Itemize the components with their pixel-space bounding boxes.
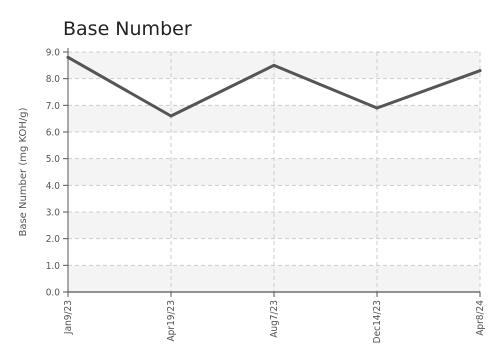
y-tick-label: 0.0 bbox=[46, 288, 61, 299]
y-tick-label: 8.0 bbox=[46, 74, 61, 85]
y-tick-label: 2.0 bbox=[46, 234, 61, 245]
x-tick-label: Aug7/23 bbox=[269, 300, 280, 338]
x-tick-label: Apr19/23 bbox=[166, 300, 177, 341]
chart-title: Base Number bbox=[63, 18, 192, 40]
y-tick-label: 6.0 bbox=[46, 128, 61, 139]
x-tick-label: Apr8/24 bbox=[475, 300, 486, 336]
data-point bbox=[66, 55, 70, 59]
y-tick-label: 1.0 bbox=[46, 261, 61, 272]
y-tick-label: 9.0 bbox=[46, 48, 61, 59]
chart-series bbox=[66, 55, 482, 118]
chart-bands bbox=[68, 52, 480, 292]
data-point bbox=[169, 114, 173, 118]
y-tick-label: 7.0 bbox=[46, 101, 61, 112]
x-tick-label: Jan9/23 bbox=[63, 300, 74, 335]
data-point bbox=[478, 69, 482, 73]
y-axis-label: Base Number (mg KOH/g) bbox=[18, 107, 29, 236]
y-tick-label: 5.0 bbox=[46, 154, 61, 165]
y-tick-label: 4.0 bbox=[46, 181, 61, 192]
y-tick-label: 3.0 bbox=[46, 208, 61, 219]
x-tick-labels: Jan9/23 Apr19/23 Aug7/23 Dec14/23 Apr8/24 bbox=[63, 300, 486, 344]
chart-axes bbox=[63, 48, 481, 297]
x-tick-label: Dec14/23 bbox=[372, 300, 383, 343]
y-tick-labels: 0.0 1.0 2.0 3.0 4.0 5.0 6.0 7.0 8.0 9.0 bbox=[46, 48, 61, 299]
data-point bbox=[375, 106, 379, 110]
data-point bbox=[272, 63, 276, 67]
